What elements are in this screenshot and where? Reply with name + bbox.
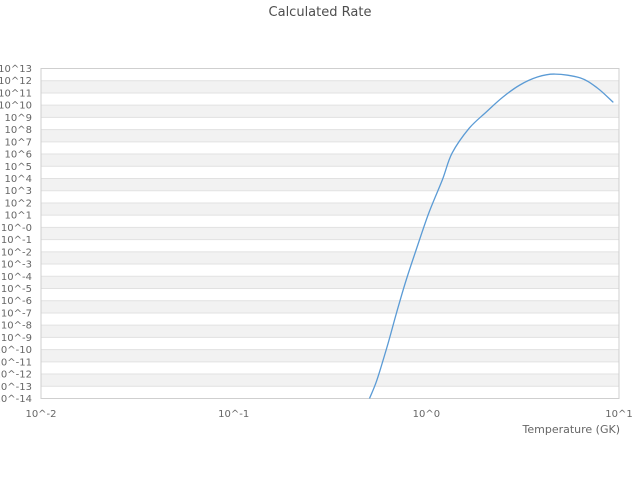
y-tick-label: 10^-11	[0, 357, 32, 368]
grid-band	[41, 288, 619, 301]
grid-band	[41, 374, 619, 387]
y-tick-label: 10^13	[0, 64, 32, 75]
y-tick-label: 10^1	[5, 211, 32, 222]
grid-band	[41, 129, 619, 142]
y-tick-label: 10^-14	[0, 394, 32, 405]
y-tick-label: 10^6	[5, 150, 32, 161]
y-tick-label: 10^-5	[1, 284, 32, 295]
y-tick-label: 10^9	[5, 113, 32, 124]
grid-bands-layer	[41, 68, 619, 399]
y-tick-label: 10^-13	[0, 382, 32, 393]
grid-band	[41, 154, 619, 167]
y-tick-label: 10^-1	[1, 235, 32, 246]
y-tick-label: 10^-7	[1, 308, 32, 319]
y-tick-label: 10^11	[0, 88, 32, 99]
grid-band	[41, 166, 619, 179]
grid-band	[41, 251, 619, 265]
grid-band	[41, 361, 619, 375]
series-layer	[368, 73, 614, 399]
grid-band	[41, 92, 619, 106]
y-tick-label: 10^-9	[1, 333, 32, 344]
x-tick-label: 10^0	[413, 409, 440, 420]
grid-band	[41, 312, 619, 326]
y-tick-label: 10^5	[5, 162, 32, 173]
y-tick-label: 10^-3	[1, 260, 32, 271]
grid-band	[41, 227, 619, 240]
grid-band	[41, 276, 619, 289]
chart-title: Calculated Rate	[269, 5, 372, 20]
grid-band	[41, 239, 619, 252]
rate-curve	[368, 73, 614, 399]
x-tick-label: 10^-1	[218, 409, 249, 420]
y-tick-label: 10^-12	[0, 370, 32, 381]
y-tick-label: 10^4	[5, 174, 32, 185]
grid-band	[41, 105, 619, 118]
y-tick-label: 10^-0	[1, 223, 32, 234]
x-tick-label: 10^1	[605, 409, 632, 420]
grid-band	[41, 300, 619, 313]
x-axis-title: Temperature (GK)	[522, 423, 621, 436]
y-tick-label: 10^3	[5, 186, 32, 197]
plot-border	[40, 68, 620, 399]
grid-band	[41, 141, 619, 155]
y-tick-label: 10^8	[5, 125, 32, 136]
grid-band	[41, 325, 619, 338]
y-tick-label: 10^2	[5, 198, 32, 209]
grid-band	[41, 68, 619, 81]
grid-band	[41, 386, 619, 399]
grid-band	[41, 337, 619, 350]
y-tick-label: 10^-10	[0, 345, 32, 356]
grid-band	[41, 264, 619, 277]
y-tick-label: 10^-4	[1, 272, 32, 283]
grid-band	[41, 178, 619, 191]
y-tick-label: 10^7	[5, 137, 32, 148]
grid-band	[41, 80, 619, 93]
grid-band	[41, 202, 619, 216]
gridlines-layer	[41, 80, 619, 387]
grid-band	[41, 215, 619, 228]
x-tick-label: 10^-2	[25, 409, 56, 420]
grid-band	[41, 190, 619, 203]
y-tick-label: 10^-2	[1, 247, 32, 258]
y-tick-label: 10^-8	[1, 321, 32, 332]
y-tick-label: 10^12	[0, 76, 32, 87]
x-axis-tick-labels: 10^-2 10^-1 10^0 10^1	[25, 409, 632, 420]
grid-band	[41, 349, 619, 362]
y-tick-label: 10^-6	[1, 296, 32, 307]
grid-band	[41, 117, 619, 130]
y-tick-label: 10^10	[0, 101, 32, 112]
